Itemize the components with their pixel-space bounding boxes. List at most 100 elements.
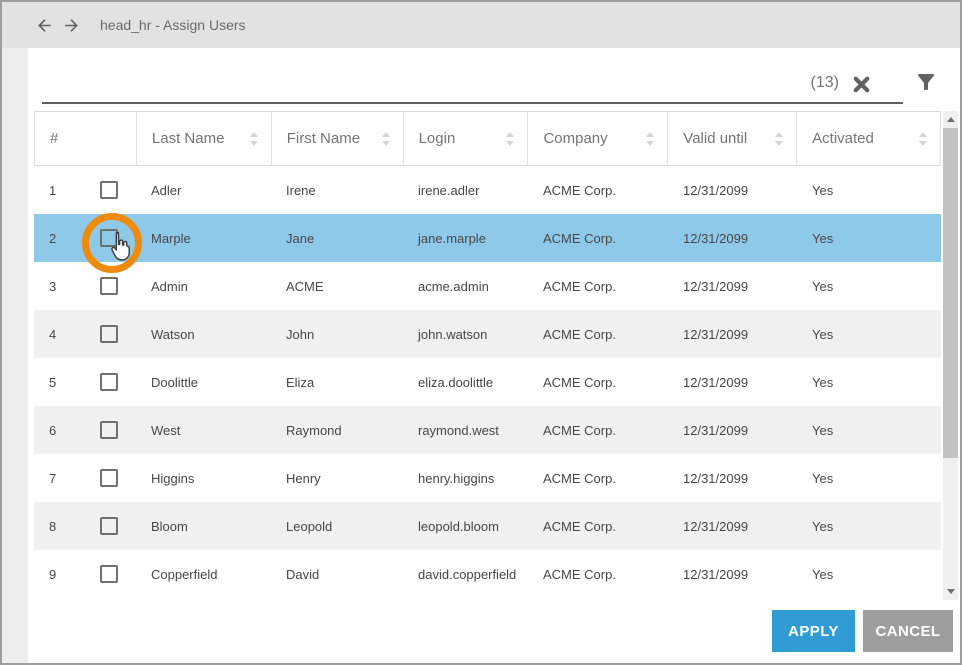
cell-last-name: Copperfield <box>151 566 218 582</box>
cell-company: ACME Corp. <box>543 182 616 198</box>
cell-valid-until: 12/31/2099 <box>683 374 749 390</box>
cell-last-name: Watson <box>151 326 195 342</box>
table-row[interactable]: 9 Copperfield David david.copperfield AC… <box>34 550 941 598</box>
table-row[interactable]: 7 Higgins Henry henry.higgins ACME Corp.… <box>34 454 941 502</box>
sort-arrows-icon <box>506 131 515 146</box>
cell-activated: Yes <box>812 230 834 246</box>
column-header-label: Last Name <box>151 130 225 147</box>
scroll-up-button[interactable] <box>943 111 958 128</box>
column-header-label: Valid until <box>683 130 748 147</box>
cell-first-name: Raymond <box>286 422 342 438</box>
row-number: 1 <box>49 182 57 198</box>
column-header: # <box>34 112 136 165</box>
back-arrow-icon[interactable] <box>35 16 54 35</box>
row-number: 7 <box>49 470 57 486</box>
column-header[interactable]: Company <box>527 112 667 165</box>
cell-valid-until: 12/31/2099 <box>683 518 749 534</box>
table-row[interactable]: 2 Marple Jane jane.marple ACME Corp. 12/… <box>34 213 941 273</box>
cell-valid-until: 12/31/2099 <box>683 566 749 582</box>
cell-company: ACME Corp. <box>543 518 616 534</box>
cell-activated: Yes <box>812 374 834 390</box>
cell-login: raymond.west <box>418 422 499 438</box>
cell-login: david.copperfield <box>418 566 517 582</box>
table-row[interactable]: 1 Adler Irene irene.adler ACME Corp. 12/… <box>34 166 941 214</box>
apply-button[interactable]: APPLY <box>772 610 855 652</box>
cell-login: leopold.bloom <box>418 518 499 534</box>
cell-activated: Yes <box>812 326 834 342</box>
clear-filter-icon[interactable] <box>850 73 873 96</box>
sort-arrows-icon <box>646 131 655 146</box>
cell-index: 6 <box>34 406 136 454</box>
cell-index: 9 <box>34 550 136 598</box>
column-header[interactable]: Last Name <box>135 112 271 165</box>
row-checkbox[interactable] <box>100 229 118 247</box>
row-number: 3 <box>49 278 57 294</box>
column-header[interactable]: Activated <box>796 112 940 165</box>
table-row[interactable]: 5 Doolittle Eliza eliza.doolittle ACME C… <box>34 358 941 406</box>
cell-first-name: Irene <box>286 182 316 198</box>
filter-funnel-icon[interactable] <box>914 70 938 94</box>
row-number: 6 <box>49 422 57 438</box>
cell-activated: Yes <box>812 470 834 486</box>
row-checkbox[interactable] <box>100 469 118 487</box>
row-number: 5 <box>49 374 57 390</box>
vertical-scrollbar <box>943 111 958 600</box>
table-row[interactable]: 6 West Raymond raymond.west ACME Corp. 1… <box>34 406 941 454</box>
table-header-row: # Last Name First Name Login Company Val… <box>34 111 941 166</box>
table-row[interactable]: 4 Watson John john.watson ACME Corp. 12/… <box>34 310 941 358</box>
cell-activated: Yes <box>812 182 834 198</box>
row-checkbox[interactable] <box>100 325 118 343</box>
search-field-wrap: (13) <box>42 66 903 104</box>
column-header[interactable]: First Name <box>270 112 403 165</box>
scrollbar-thumb[interactable] <box>943 128 958 458</box>
cell-login: jane.marple <box>418 230 486 246</box>
cell-company: ACME Corp. <box>543 566 616 582</box>
cell-login: acme.admin <box>418 278 489 294</box>
table-row[interactable]: 3 Admin ACME acme.admin ACME Corp. 12/31… <box>34 262 941 310</box>
cell-index: 3 <box>34 262 136 310</box>
cell-activated: Yes <box>812 278 834 294</box>
row-checkbox[interactable] <box>100 421 118 439</box>
cell-company: ACME Corp. <box>543 470 616 486</box>
cell-first-name: Henry <box>286 470 321 486</box>
content-panel: (13) # Last Name First Name Login Co <box>28 48 960 663</box>
cell-last-name: Bloom <box>151 518 188 534</box>
row-checkbox[interactable] <box>100 277 118 295</box>
row-checkbox[interactable] <box>100 517 118 535</box>
cell-first-name: John <box>286 326 315 342</box>
cell-valid-until: 12/31/2099 <box>683 278 749 294</box>
cell-activated: Yes <box>812 566 834 582</box>
cell-valid-until: 12/31/2099 <box>683 470 749 486</box>
cell-company: ACME Corp. <box>543 326 616 342</box>
forward-arrow-icon[interactable] <box>62 16 81 35</box>
cell-valid-until: 12/31/2099 <box>683 230 749 246</box>
cell-company: ACME Corp. <box>543 230 616 246</box>
column-header-label: First Name <box>286 130 361 147</box>
row-number: 8 <box>49 518 57 534</box>
cell-index: 5 <box>34 358 136 406</box>
search-input[interactable] <box>42 66 903 104</box>
sort-arrows-icon <box>381 131 390 146</box>
column-header-label: Login <box>418 130 456 147</box>
cancel-button[interactable]: CANCEL <box>863 610 953 652</box>
cell-index: 8 <box>34 502 136 550</box>
scroll-down-button[interactable] <box>943 583 958 600</box>
cell-activated: Yes <box>812 518 834 534</box>
row-checkbox[interactable] <box>100 181 118 199</box>
cell-first-name: Leopold <box>286 518 333 534</box>
cell-login: henry.higgins <box>418 470 495 486</box>
row-checkbox[interactable] <box>100 373 118 391</box>
row-checkbox[interactable] <box>100 565 118 583</box>
titlebar: head_hr - Assign Users <box>2 2 960 48</box>
cell-last-name: Marple <box>151 230 191 246</box>
cell-last-name: Adler <box>151 182 182 198</box>
table-row[interactable]: 8 Bloom Leopold leopold.bloom ACME Corp.… <box>34 502 941 550</box>
column-header[interactable]: Login <box>402 112 528 165</box>
sort-arrows-icon <box>775 131 784 146</box>
cell-valid-until: 12/31/2099 <box>683 182 749 198</box>
cell-login: john.watson <box>418 326 488 342</box>
column-header[interactable]: Valid until <box>667 112 796 165</box>
sort-arrows-icon <box>919 131 927 146</box>
cell-index: 2 <box>34 213 142 273</box>
cell-last-name: Doolittle <box>151 374 198 390</box>
